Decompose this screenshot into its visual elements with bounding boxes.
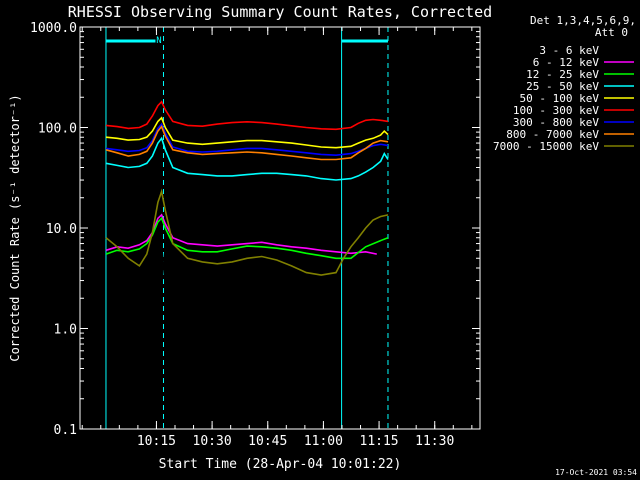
x-tick-label: 11:30 (415, 434, 454, 449)
series-line-8 (105, 188, 389, 276)
legend-label-1: 6 - 12 keV (533, 56, 600, 69)
x-tick-label: 10:45 (248, 434, 287, 449)
series-line-7 (105, 125, 389, 161)
x-tick-label: 11:00 (304, 434, 343, 449)
x-tick-label: 10:30 (193, 434, 232, 449)
legend-header-2: Att 0 (595, 26, 628, 39)
series-line-5 (105, 100, 389, 131)
y-tick-label: 0.1 (54, 423, 77, 438)
legend-header-1: Det 1,3,4,5,6,9, (530, 14, 636, 27)
plot-frame (79, 26, 481, 430)
series-line-4 (105, 116, 389, 149)
legend-label-7: 800 - 7000 keV (506, 128, 599, 141)
legend-label-2: 12 - 25 keV (526, 68, 599, 81)
series-line-1 (105, 213, 377, 255)
legend-label-4: 50 - 100 keV (520, 92, 600, 105)
x-axis-label: Start Time (28-Apr-04 10:01:22) (159, 457, 402, 472)
legend-label-5: 100 - 300 keV (513, 104, 599, 117)
series-line-6 (105, 122, 389, 157)
series-line-0 (151, 248, 171, 329)
legend-label-6: 300 - 800 keV (513, 116, 599, 129)
timestamp: 17-Oct-2021 03:54 (555, 468, 637, 477)
y-tick-label: 100.0 (38, 122, 77, 137)
y-tick-label: 1000.0 (30, 21, 77, 36)
series-line-3 (105, 136, 389, 181)
x-tick-label: 10:15 (137, 434, 176, 449)
legend-label-0: 3 - 6 keV (539, 44, 599, 57)
y-tick-label: 10.0 (46, 222, 77, 237)
legend-label-3: 25 - 50 keV (526, 80, 599, 93)
legend-label-8: 7000 - 15000 keV (493, 140, 599, 153)
chart-title: RHESSI Observing Summary Count Rates, Co… (68, 3, 492, 21)
y-tick-label: 1.0 (54, 323, 77, 338)
x-tick-label: 11:15 (360, 434, 399, 449)
series-line-2 (105, 216, 389, 260)
night-marker: N (156, 36, 161, 46)
y-axis-label: Corrected Count Rate (s⁻¹ detector⁻¹) (8, 94, 22, 361)
